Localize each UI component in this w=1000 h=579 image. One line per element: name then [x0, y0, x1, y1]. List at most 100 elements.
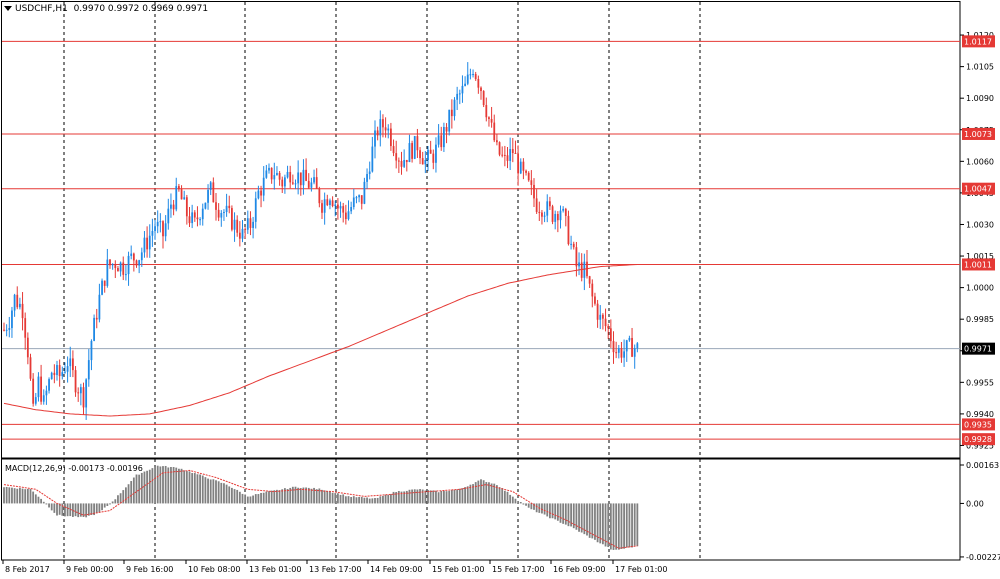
macd-bar: [461, 488, 464, 504]
candle-body: [90, 340, 93, 361]
candle-body: [72, 358, 74, 371]
candle-body: [321, 203, 323, 213]
candle-body: [379, 119, 382, 136]
candle-body: [546, 201, 549, 216]
candle-body: [384, 127, 387, 131]
macd-bar: [522, 503, 525, 505]
candle-body: [395, 153, 398, 161]
level-label: 1.0011: [964, 260, 992, 269]
candle-body: [350, 207, 353, 212]
candle-body: [183, 197, 186, 200]
macd-bar: [392, 491, 395, 504]
macd-bar: [355, 497, 358, 504]
candle-body: [323, 199, 326, 213]
candle-body: [517, 153, 519, 174]
candle-body: [564, 208, 567, 216]
candle-body: [109, 259, 111, 266]
candle-body: [313, 177, 315, 183]
macd-bar: [307, 487, 310, 504]
macd-bar: [549, 503, 551, 519]
candle-body: [448, 109, 451, 132]
macd-bar: [450, 490, 453, 504]
macd-bar: [559, 503, 562, 523]
macd-bar: [220, 482, 223, 504]
macd-bar: [162, 466, 164, 504]
candle-body: [148, 235, 151, 250]
macd-bar: [13, 488, 16, 504]
candle-body: [474, 74, 477, 80]
candle-body: [188, 216, 191, 224]
macd-bar: [612, 503, 615, 550]
macd-bar: [525, 503, 527, 506]
macd-bar: [85, 503, 88, 518]
macd-bar: [48, 503, 50, 508]
candle-body: [299, 172, 302, 186]
candle-body: [93, 317, 95, 341]
macd-bar: [588, 503, 591, 538]
macd-bar: [117, 495, 119, 504]
candle-body: [193, 212, 196, 218]
candle-body: [114, 264, 117, 269]
candle-body: [578, 262, 580, 267]
candle-body: [533, 184, 535, 199]
candle-body: [543, 215, 546, 217]
candle-body: [29, 357, 32, 379]
candle-body: [456, 93, 459, 100]
macd-bar: [564, 503, 567, 525]
candle-body: [281, 179, 284, 187]
macd-bar: [554, 503, 557, 520]
macd-bar: [323, 490, 326, 504]
candle-body: [34, 397, 37, 404]
macd-bar: [530, 503, 533, 510]
candle-body: [106, 259, 109, 286]
macd-bar: [567, 503, 570, 527]
candle-body: [509, 149, 512, 161]
macd-bar: [543, 503, 546, 515]
macd-bar: [77, 503, 80, 518]
candle-body: [387, 128, 390, 131]
macd-bar: [519, 501, 522, 504]
candle-body: [13, 294, 16, 311]
macd-bar: [485, 482, 488, 504]
macd-bar: [58, 503, 61, 515]
macd-bar: [437, 492, 440, 504]
candle-body: [233, 219, 236, 230]
candle-body: [122, 262, 125, 275]
candle-body: [609, 328, 612, 342]
macd-bar: [109, 503, 111, 505]
macd-bar: [482, 480, 485, 504]
macd-bar: [191, 473, 194, 504]
time-label: 13 Feb 01:00: [249, 565, 301, 574]
candle-body: [3, 329, 5, 331]
macd-bar: [474, 482, 477, 504]
candle-body: [392, 146, 395, 154]
macd-bar: [249, 496, 252, 504]
macd-bar: [429, 490, 432, 504]
candle-body: [334, 204, 337, 206]
macd-bar: [114, 499, 117, 504]
macd-bar: [636, 503, 639, 547]
macd-bar: [143, 471, 146, 504]
candle-body: [289, 171, 292, 183]
macd-bar: [310, 488, 313, 504]
candle-body: [24, 318, 27, 338]
macd-bar: [130, 481, 133, 504]
macd-bar: [506, 491, 509, 504]
macd-bar: [358, 496, 360, 504]
macd-bar: [146, 470, 148, 504]
macd-bar: [382, 495, 384, 504]
candle-body: [170, 204, 172, 209]
candle-body: [371, 146, 374, 172]
candle-body: [628, 337, 631, 341]
macd-bar: [276, 489, 278, 504]
candle-body: [594, 296, 596, 304]
candle-body: [111, 264, 114, 266]
level-label: 1.0117: [964, 37, 992, 46]
price-tick-label: 0.9985: [966, 315, 994, 324]
candle-body: [419, 150, 421, 159]
dropdown-triangle-icon[interactable]: [4, 6, 12, 11]
candle-body: [490, 119, 493, 123]
candle-body: [40, 376, 42, 402]
macd-bar: [318, 488, 321, 504]
